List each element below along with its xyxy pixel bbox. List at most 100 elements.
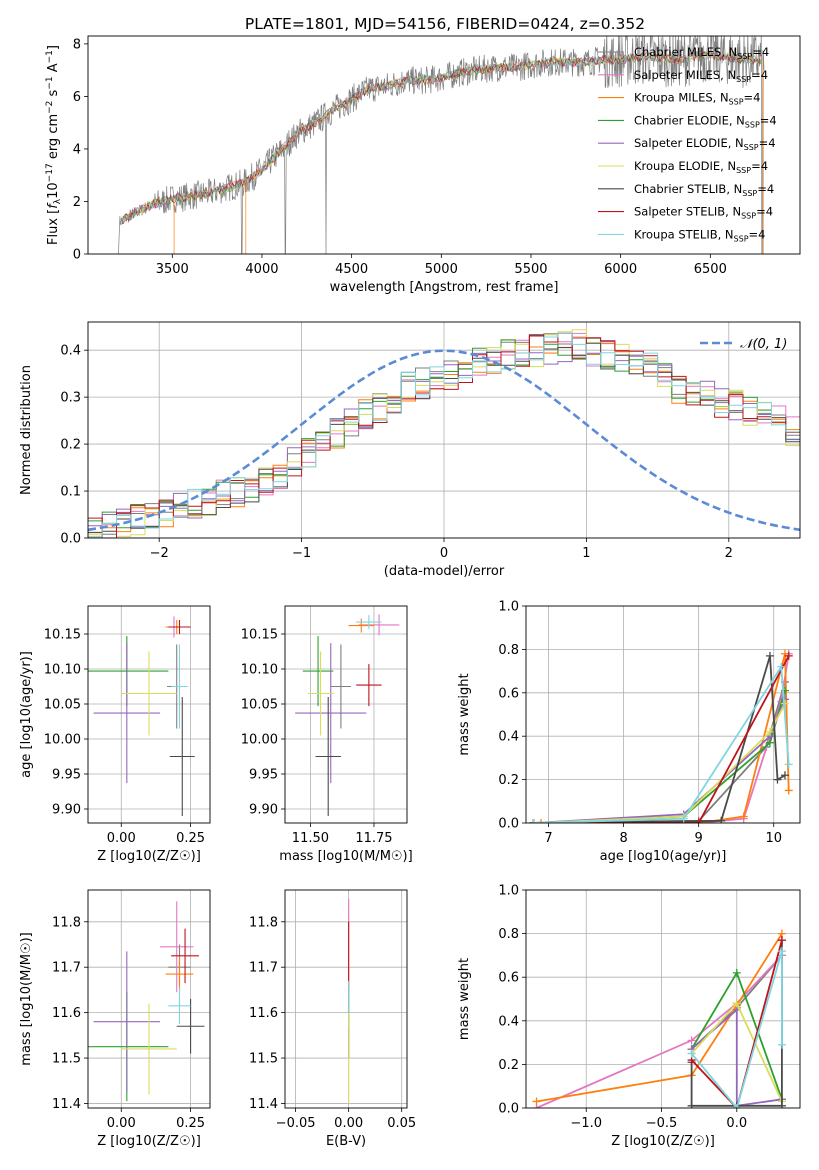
legend-entry: Chabrier MILES, NSSP=4: [634, 45, 769, 61]
x-tick-label: −1.0: [570, 1116, 602, 1131]
x-tick-label: −0.5: [646, 1116, 678, 1131]
weight-line: [533, 653, 790, 823]
y-tick-label: 11.7: [52, 961, 81, 976]
y-tick-label: 11.5: [52, 1052, 81, 1067]
weight-marker: [537, 819, 546, 823]
weight-marker: [529, 819, 538, 823]
y-axis-label: mass [log10(M/M☉)]: [19, 932, 34, 1065]
x-tick-label: 0.05: [387, 1116, 416, 1131]
weight-line: [533, 664, 790, 823]
legend-entry: Kroupa ELODIE, NSSP=4: [634, 159, 768, 175]
x-tick-label: 2: [725, 546, 733, 561]
axes-frame: [525, 889, 801, 1109]
y-tick-label: 0.4: [498, 1014, 519, 1029]
x-axis-label: E(B-V): [326, 1134, 366, 1149]
weight-marker: [784, 760, 793, 769]
x-axis-label: Z [log10(Z/Z☉)]: [97, 1134, 201, 1149]
axes-residuals: −2 −1 0 1 2 0.0 0.1 0.2 0.3 0.4 (data-model)/error…: [19, 321, 801, 579]
x-tick-label: 6000: [604, 262, 637, 277]
y-axis-label: mass weight: [457, 958, 472, 1040]
weight-marker: [687, 1036, 696, 1045]
weight-marker: [532, 1097, 541, 1106]
weight-marker: [732, 1104, 741, 1108]
legend-entry: Chabrier STELIB, NSSP=4: [634, 182, 774, 198]
y-tick-label: 0.0: [60, 532, 81, 547]
x-tick-label: 4000: [245, 262, 278, 277]
x-tick-label: −2: [150, 546, 169, 561]
x-tick-label: 0.00: [107, 1116, 136, 1131]
legend-entry: Chabrier ELODIE, NSSP=4: [634, 113, 777, 129]
spectrum-model-line: [121, 50, 763, 223]
y-tick-label: 0.6: [498, 971, 519, 986]
weight-line: [536, 954, 783, 1108]
y-axis-label: mass weight: [457, 673, 472, 755]
y-tick-label: 9.90: [52, 803, 81, 818]
y-tick-label: 0.2: [498, 1058, 519, 1073]
axes-spectrum: 3500 4000 4500 5000 5500 6000 6500 0 2 4 6 8 wavelen…: [45, 35, 801, 295]
y-tick-label: 10.00: [44, 733, 81, 748]
histogram-step: [88, 332, 800, 538]
weight-marker: [694, 819, 703, 823]
weight-line: [690, 950, 783, 1108]
legend-entry: 𝒩(0, 1): [740, 337, 787, 352]
y-tick-label: 0.0: [498, 817, 519, 832]
y-tick-label: 9.95: [52, 768, 81, 783]
y-tick-label: 11.7: [249, 961, 278, 976]
axes-frame: [284, 889, 408, 1109]
y-tick-label: 10.10: [44, 663, 81, 678]
legend-entry: Salpeter MILES, NSSP=4: [634, 68, 768, 84]
y-tick-label: 9.95: [249, 768, 278, 783]
y-tick-label: 1.0: [498, 884, 519, 899]
y-tick-label: 4: [73, 142, 81, 157]
legend-entry: Salpeter ELODIE, NSSP=4: [634, 136, 776, 152]
x-tick-label: 0: [440, 546, 448, 561]
x-tick-label: 0.25: [176, 1116, 205, 1131]
y-tick-label: 10.00: [241, 733, 278, 748]
plot-area: [88, 322, 800, 538]
x-tick-label: 6500: [694, 262, 727, 277]
weight-marker: [777, 947, 786, 956]
axes-mass-vs-z: 0.00 0.25 11.4 11.5 11.6 11.7 11.8 Z [log10(Z/Z…: [19, 889, 211, 1149]
plot-area: [285, 890, 407, 1108]
y-tick-label: 6: [73, 90, 81, 105]
weight-marker: [765, 727, 774, 736]
y-tick-label: 10.15: [241, 628, 278, 643]
weight-marker: [784, 786, 793, 795]
weight-line: [690, 939, 783, 1108]
y-tick-label: 0: [73, 248, 81, 263]
weight-marker: [777, 936, 786, 945]
x-tick-label: 4500: [335, 262, 368, 277]
plot-area: [526, 606, 800, 823]
x-axis-label: age [log10(age/yr)]: [600, 849, 727, 864]
histogram-step: [88, 329, 800, 537]
x-axis-label: wavelength [Angstrom, rest frame]: [330, 280, 559, 295]
y-tick-label: 10.15: [44, 628, 81, 643]
legend-entry: Kroupa STELIB, NSSP=4: [634, 227, 765, 243]
plot-area: [285, 606, 407, 823]
x-axis-label: Z [log10(Z/Z☉)]: [611, 1134, 715, 1149]
legend-entry: Kroupa MILES, NSSP=4: [634, 91, 760, 107]
x-tick-label: 10: [765, 831, 782, 846]
axes-frame: [87, 35, 801, 255]
legend-entry: Salpeter STELIB, NSSP=4: [634, 205, 773, 221]
weight-marker: [780, 771, 789, 780]
x-tick-label: 0.25: [176, 831, 205, 846]
y-tick-label: 0.2: [60, 438, 81, 453]
weight-marker: [679, 814, 688, 823]
spectrum-model-line: [121, 50, 763, 225]
plot-area: [118, 36, 765, 254]
axes-mass-vs-ebv: −0.05 0.00 0.05 11.4 11.5 11.6 11.7 11.8 E(B-V): [249, 889, 416, 1149]
y-tick-label: 0.8: [498, 643, 519, 658]
y-tick-label: 11.8: [249, 915, 278, 930]
weight-marker: [732, 999, 741, 1008]
x-tick-label: 11.50: [292, 831, 329, 846]
axes-weight-vs-z: −1.0 −0.5 0.0 0.0 0.2 0.4 0.6 0.8 1.0 Z [log10(Z/…: [457, 884, 801, 1149]
x-axis-label: (data-model)/error: [384, 564, 505, 579]
axes-frame: [525, 605, 801, 824]
weight-marker: [777, 662, 786, 671]
weight-line: [541, 653, 790, 823]
y-tick-label: 10.05: [44, 698, 81, 713]
x-tick-label: 3500: [156, 262, 189, 277]
weight-line: [536, 933, 783, 1103]
x-tick-label: 11.75: [355, 831, 392, 846]
